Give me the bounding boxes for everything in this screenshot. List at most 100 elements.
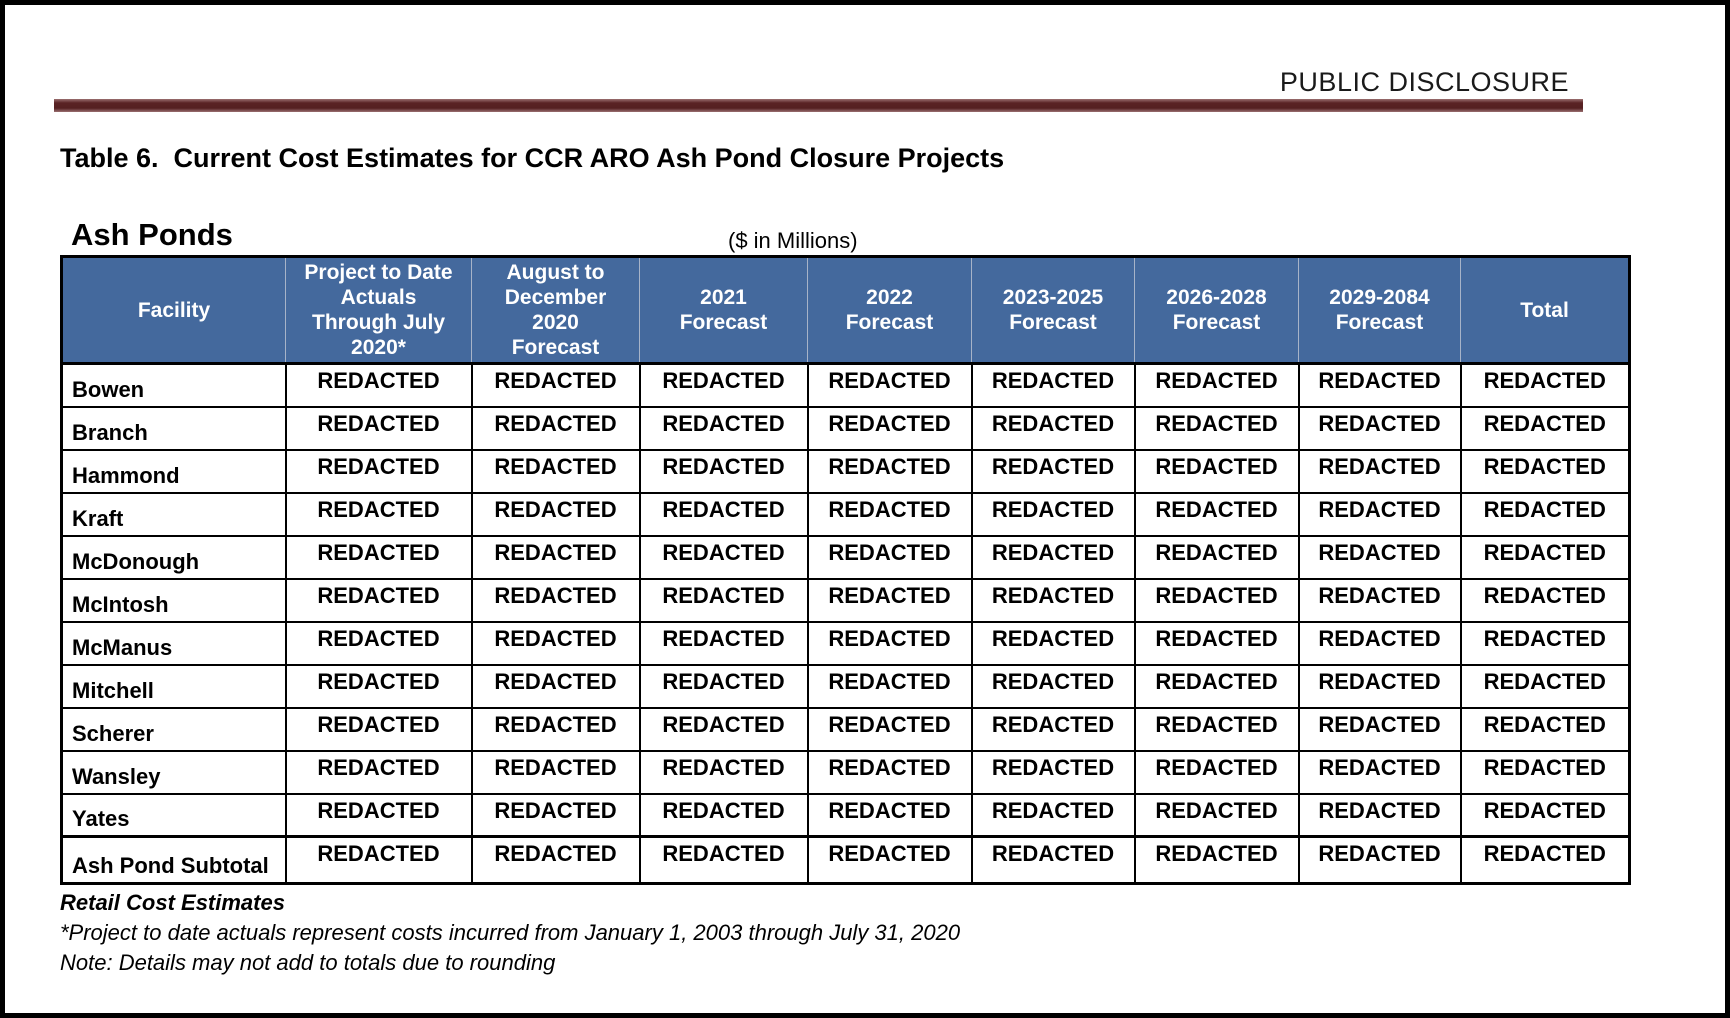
column-header-7: 2029-2084 Forecast: [1298, 256, 1461, 365]
redacted-value-cell: REDACTED: [1459, 792, 1631, 838]
column-header-4: 2022 Forecast: [807, 256, 972, 365]
classification-label: PUBLIC DISCLOSURE: [1279, 67, 1569, 97]
facility-name-cell: Branch: [60, 405, 287, 451]
redacted-value-cell: REDACTED: [1133, 620, 1300, 666]
rounding-note: Note: Details may not add to totals due …: [60, 950, 556, 975]
facility-name-cell: Yates: [60, 792, 287, 838]
redacted-value-cell: REDACTED: [806, 362, 973, 408]
redacted-value-cell: REDACTED: [1297, 706, 1462, 752]
redacted-value-cell: REDACTED: [470, 491, 641, 537]
redacted-value-cell: REDACTED: [970, 706, 1136, 752]
redacted-value-cell: REDACTED: [1297, 491, 1462, 537]
redacted-value-cell: REDACTED: [970, 835, 1136, 885]
redacted-value-cell: REDACTED: [638, 405, 809, 451]
redacted-value-cell: REDACTED: [284, 835, 473, 885]
redacted-value-cell: REDACTED: [1133, 835, 1300, 885]
table-row: Kraft REDACTED REDACTED REDACTED REDACTED RED…: [60, 491, 1631, 537]
facility-name-cell: Wansley: [60, 749, 287, 795]
redacted-value-cell: REDACTED: [284, 577, 473, 623]
table-header-row: Facility Project to Date Actuals Through …: [61, 256, 1630, 365]
redacted-value-cell: REDACTED: [284, 362, 473, 408]
redacted-value-cell: REDACTED: [806, 620, 973, 666]
table-row: Mitchell REDACTED REDACTED REDACTED REDACTED…: [60, 663, 1631, 709]
redacted-value-cell: REDACTED: [470, 362, 641, 408]
redacted-value-cell: REDACTED: [970, 663, 1136, 709]
redacted-value-cell: REDACTED: [806, 491, 973, 537]
facility-name-cell: McManus: [60, 620, 287, 666]
redacted-value-cell: REDACTED: [638, 362, 809, 408]
redacted-value-cell: REDACTED: [1133, 405, 1300, 451]
redacted-value-cell: REDACTED: [1459, 362, 1631, 408]
redacted-value-cell: REDACTED: [1297, 749, 1462, 795]
redacted-value-cell: REDACTED: [1297, 577, 1462, 623]
table-row: Wansley REDACTED REDACTED REDACTED REDACTED R…: [60, 749, 1631, 795]
column-header-0: Facility: [61, 256, 286, 365]
redacted-value-cell: REDACTED: [970, 534, 1136, 580]
redacted-value-cell: REDACTED: [1297, 534, 1462, 580]
redacted-value-cell: REDACTED: [284, 405, 473, 451]
redacted-value-cell: REDACTED: [806, 706, 973, 752]
redacted-value-cell: REDACTED: [284, 749, 473, 795]
redacted-value-cell: REDACTED: [1297, 448, 1462, 494]
redacted-value-cell: REDACTED: [1297, 405, 1462, 451]
redacted-value-cell: REDACTED: [1133, 448, 1300, 494]
table-header: Facility Project to Date Actuals Through …: [61, 256, 1630, 365]
redacted-value-cell: REDACTED: [806, 534, 973, 580]
redacted-value-cell: REDACTED: [284, 448, 473, 494]
redacted-value-cell: REDACTED: [470, 534, 641, 580]
table-title: Table 6. Current Cost Estimates for CCR …: [60, 143, 1005, 173]
table-body: Bowen REDACTED REDACTED REDACTED REDACTED RED…: [60, 362, 1631, 885]
column-header-1: Project to Date Actuals Through July 202…: [285, 256, 472, 365]
redacted-value-cell: REDACTED: [638, 577, 809, 623]
redacted-value-cell: REDACTED: [284, 792, 473, 838]
redacted-value-cell: REDACTED: [1459, 534, 1631, 580]
redacted-value-cell: REDACTED: [470, 706, 641, 752]
redacted-value-cell: REDACTED: [470, 663, 641, 709]
facility-name-cell: Ash Pond Subtotal: [60, 835, 287, 885]
redacted-value-cell: REDACTED: [806, 792, 973, 838]
facility-name-cell: Hammond: [60, 448, 287, 494]
column-header-3: 2021 Forecast: [639, 256, 808, 365]
facility-name-cell: Bowen: [60, 362, 287, 408]
redacted-value-cell: REDACTED: [1459, 835, 1631, 885]
redacted-value-cell: REDACTED: [806, 405, 973, 451]
redacted-value-cell: REDACTED: [1297, 620, 1462, 666]
redacted-value-cell: REDACTED: [1459, 749, 1631, 795]
cost-estimates-table: Facility Project to Date Actuals Through …: [60, 255, 1631, 885]
facility-name-cell: Mitchell: [60, 663, 287, 709]
redacted-value-cell: REDACTED: [1459, 706, 1631, 752]
section-title: Ash Ponds: [71, 217, 233, 252]
redacted-value-cell: REDACTED: [638, 620, 809, 666]
redacted-value-cell: REDACTED: [1133, 749, 1300, 795]
redacted-value-cell: REDACTED: [970, 577, 1136, 623]
table-row: Branch REDACTED REDACTED REDACTED REDACTED RE…: [60, 405, 1631, 451]
redacted-value-cell: REDACTED: [970, 448, 1136, 494]
redacted-value-cell: REDACTED: [1133, 792, 1300, 838]
redacted-value-cell: REDACTED: [638, 491, 809, 537]
redacted-value-cell: REDACTED: [284, 534, 473, 580]
redacted-value-cell: REDACTED: [806, 577, 973, 623]
table-row: McDonough REDACTED REDACTED REDACTED REDACTE…: [60, 534, 1631, 580]
table-row: Bowen REDACTED REDACTED REDACTED REDACTED RED…: [60, 362, 1631, 408]
redacted-value-cell: REDACTED: [1297, 792, 1462, 838]
redacted-value-cell: REDACTED: [1297, 663, 1462, 709]
redacted-value-cell: REDACTED: [970, 362, 1136, 408]
redacted-value-cell: REDACTED: [806, 448, 973, 494]
column-header-8: Total: [1460, 256, 1630, 365]
table-row: McIntosh REDACTED REDACTED REDACTED REDACTED…: [60, 577, 1631, 623]
table-row: Yates REDACTED REDACTED REDACTED REDACTED RED…: [60, 792, 1631, 838]
redacted-value-cell: REDACTED: [806, 835, 973, 885]
units-label: ($ in Millions): [728, 228, 858, 253]
redacted-value-cell: REDACTED: [638, 835, 809, 885]
redacted-value-cell: REDACTED: [284, 491, 473, 537]
footnotes: Retail Cost Estimates *Project to date a…: [60, 888, 960, 978]
redacted-value-cell: REDACTED: [970, 620, 1136, 666]
redacted-value-cell: REDACTED: [1459, 663, 1631, 709]
redacted-value-cell: REDACTED: [470, 577, 641, 623]
retail-cost-estimates-note: Retail Cost Estimates: [60, 890, 285, 915]
redacted-value-cell: REDACTED: [1133, 534, 1300, 580]
redacted-value-cell: REDACTED: [1133, 491, 1300, 537]
redacted-value-cell: REDACTED: [1133, 577, 1300, 623]
redacted-value-cell: REDACTED: [1459, 491, 1631, 537]
